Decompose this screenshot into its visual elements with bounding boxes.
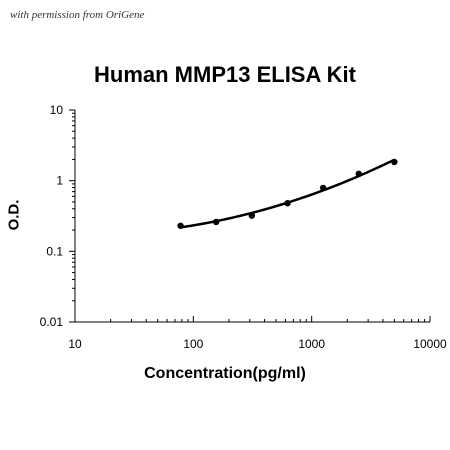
y-tick-label: 1 bbox=[56, 174, 63, 188]
x-tick-label: 10000 bbox=[413, 337, 447, 351]
permission-watermark: with permission from OriGene bbox=[10, 9, 145, 21]
x-tick-label: 100 bbox=[183, 337, 203, 351]
y-tick-label: 0.01 bbox=[40, 315, 64, 329]
x-tick-label: 1000 bbox=[298, 337, 325, 351]
y-tick-label: 0.1 bbox=[46, 244, 63, 258]
data-point bbox=[212, 218, 220, 226]
data-point bbox=[248, 212, 256, 219]
x-axis-label: Concentration(pg/ml) bbox=[144, 365, 306, 382]
data-point bbox=[355, 170, 362, 178]
chart-title: Human MMP13 ELISA Kit bbox=[94, 62, 356, 87]
y-tick-label: 10 bbox=[50, 103, 64, 117]
data-point bbox=[391, 158, 398, 166]
data-point bbox=[284, 199, 291, 207]
x-tick-label: 10 bbox=[68, 337, 82, 351]
data-point bbox=[319, 184, 327, 192]
fit-curve bbox=[180, 158, 395, 229]
data-point bbox=[177, 222, 184, 229]
